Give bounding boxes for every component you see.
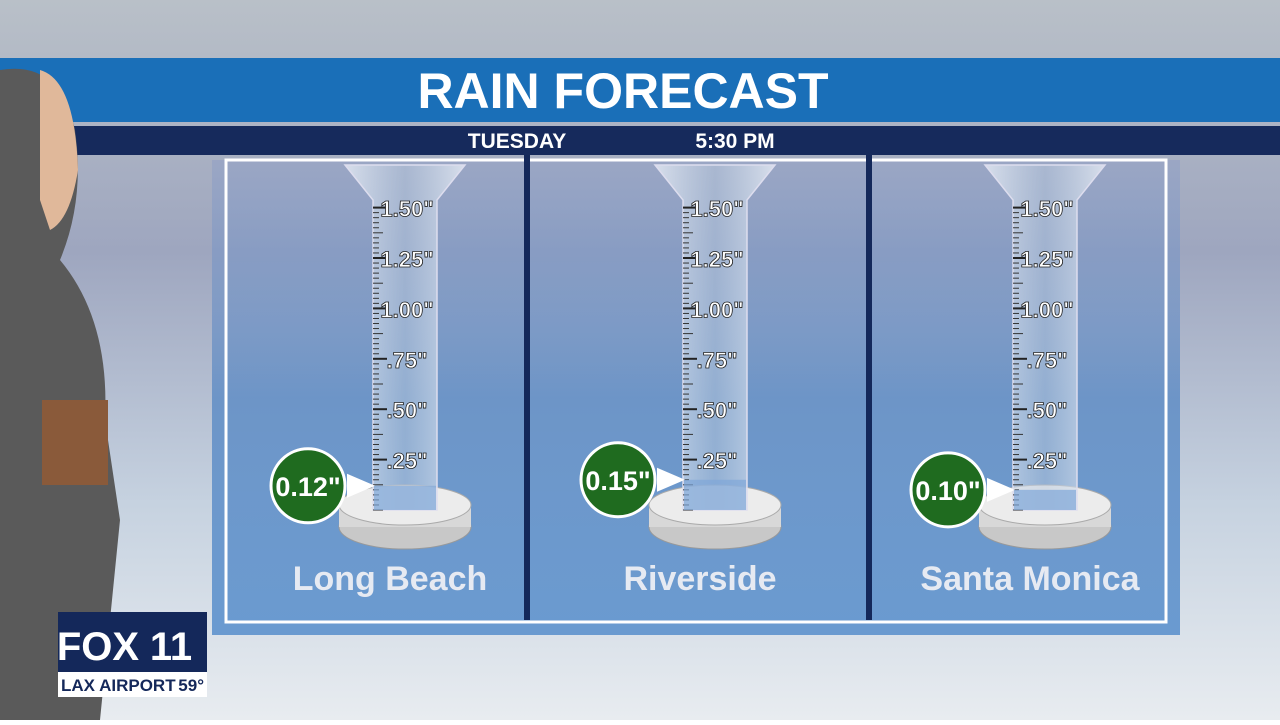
gauge-scale-label: 1.50" [690,197,743,222]
amount-label: 0.12" [275,472,340,502]
level-arrow [987,477,1015,502]
gauge-scale-label: .50" [696,398,737,423]
amount-bubble [909,451,987,529]
rain-level [1014,489,1076,510]
gauge-scale-label: .25" [386,449,427,474]
divider [866,155,872,620]
gauge-scale-label: 1.00" [1020,297,1073,322]
presenter [0,68,120,720]
gauge-tube [343,164,467,511]
presenter-face [40,70,78,230]
day: TUESDAY [468,130,566,153]
gauge-scale-label: 1.50" [380,197,433,222]
level-arrow [347,473,375,498]
gauge-scale-label: 1.00" [380,297,433,322]
gauge-tube [653,164,777,511]
rain-level [374,485,436,510]
station-temperature: 59° [178,676,204,695]
logo-channel: 11 [150,625,192,669]
gauge-scale-label: 1.00" [690,297,743,322]
rain-level [684,479,746,510]
gauge-scale-label: .75" [1026,348,1067,373]
amount-bubble [579,441,657,519]
location-name: Riverside [623,560,776,598]
presenter-belt [42,400,108,485]
gauge-scale-label: .75" [696,348,737,373]
station-location: LAX AIRPORT [61,676,176,695]
gauge-scale-label: .50" [386,398,427,423]
gauge-scale-label: .25" [1026,449,1067,474]
gauge-scale-label: 1.25" [1020,247,1073,272]
gauge-scale-label: .75" [386,348,427,373]
amount-label: 0.15" [585,466,650,496]
gauge-scale-label: .50" [1026,398,1067,423]
logo-box [58,612,207,672]
gauge-scale-label: 1.25" [380,247,433,272]
gauge-scale-label: 1.25" [690,247,743,272]
location-name: Santa Monica [920,560,1140,598]
divider [524,155,530,620]
logo-network: FOX [57,625,140,669]
amount-bubble [269,447,347,525]
station-box [58,672,207,697]
gauges: 1.50" 1.25" 1.00" .75" .50" .25" 0.12" Long Bea… [269,164,1141,598]
panel-border [224,158,1168,624]
gauge-tube [983,164,1107,511]
gauge-scale-label: 1.50" [1020,197,1073,222]
amount-label: 0.10" [915,476,980,506]
location-name: Long Beach [293,560,488,598]
title: RAIN FORECAST [417,63,828,119]
time: 5:30 PM [695,130,774,153]
gauge-scale-label: .25" [696,449,737,474]
subtitle-bar [0,126,1280,155]
title-bar [0,58,1280,122]
level-arrow [657,467,685,492]
